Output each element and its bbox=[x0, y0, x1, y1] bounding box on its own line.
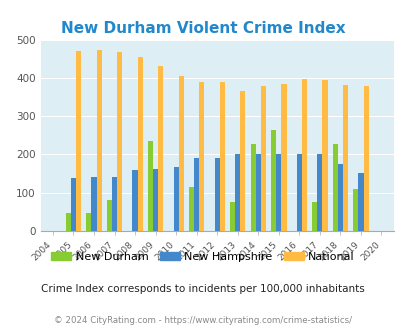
Bar bbox=[147, 141, 153, 231]
Bar bbox=[96, 50, 101, 231]
Text: Crime Index corresponds to incidents per 100,000 inhabitants: Crime Index corresponds to incidents per… bbox=[41, 284, 364, 294]
Bar bbox=[66, 214, 71, 231]
Bar bbox=[317, 154, 322, 231]
Bar bbox=[194, 158, 199, 231]
Bar bbox=[188, 187, 194, 231]
Bar bbox=[342, 85, 347, 231]
Bar bbox=[281, 84, 286, 231]
Bar bbox=[137, 57, 143, 231]
Bar bbox=[230, 202, 234, 231]
Bar bbox=[322, 80, 327, 231]
Bar bbox=[260, 86, 265, 231]
Bar bbox=[71, 178, 76, 231]
Bar bbox=[301, 79, 306, 231]
Bar bbox=[332, 144, 337, 231]
Text: New Durham Violent Crime Index: New Durham Violent Crime Index bbox=[60, 21, 345, 36]
Bar bbox=[199, 82, 204, 231]
Bar bbox=[250, 144, 255, 231]
Bar bbox=[362, 85, 368, 231]
Bar bbox=[158, 66, 163, 231]
Bar bbox=[112, 178, 117, 231]
Bar bbox=[352, 189, 358, 231]
Bar bbox=[153, 169, 158, 231]
Bar bbox=[296, 154, 301, 231]
Bar bbox=[117, 52, 122, 231]
Bar bbox=[275, 154, 281, 231]
Text: © 2024 CityRating.com - https://www.cityrating.com/crime-statistics/: © 2024 CityRating.com - https://www.city… bbox=[54, 316, 351, 325]
Bar bbox=[255, 154, 260, 231]
Bar bbox=[107, 200, 112, 231]
Bar bbox=[219, 82, 224, 231]
Bar bbox=[76, 51, 81, 231]
Bar bbox=[86, 214, 91, 231]
Bar bbox=[214, 158, 219, 231]
Bar bbox=[178, 76, 183, 231]
Bar bbox=[91, 178, 96, 231]
Bar bbox=[311, 202, 317, 231]
Legend: New Durham, New Hampshire, National: New Durham, New Hampshire, National bbox=[47, 248, 358, 267]
Bar bbox=[132, 170, 137, 231]
Bar bbox=[337, 164, 342, 231]
Bar bbox=[173, 167, 178, 231]
Bar bbox=[271, 130, 275, 231]
Bar bbox=[240, 90, 245, 231]
Bar bbox=[358, 173, 362, 231]
Bar bbox=[234, 154, 240, 231]
